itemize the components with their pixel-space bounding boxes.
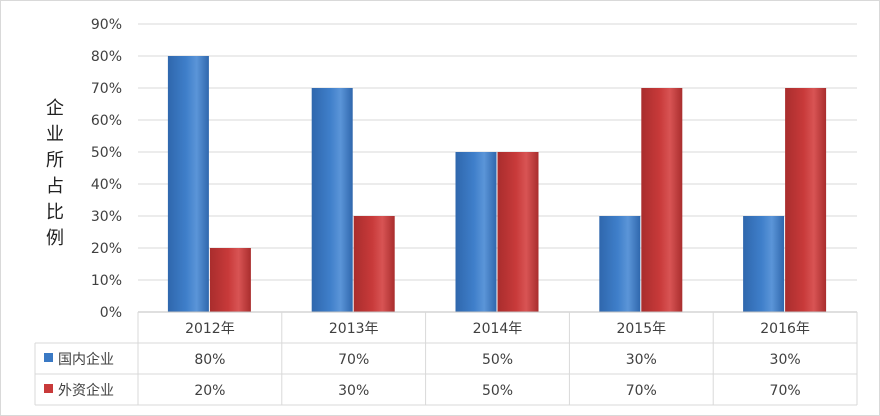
y-tick-label: 70% (91, 81, 122, 97)
y-tick-label: 80% (91, 49, 122, 65)
y-axis-label-char: 企 (46, 98, 64, 119)
x-tick-label: 2016年 (760, 321, 810, 337)
data-table-cell: 20% (194, 383, 225, 399)
y-axis-label-char: 比 (46, 202, 64, 223)
bar-foreign (785, 88, 827, 312)
bar-foreign (641, 88, 683, 312)
data-table-cell: 80% (194, 352, 225, 368)
y-axis-label-char: 所 (46, 150, 64, 171)
legend-key (44, 353, 53, 362)
data-table-cell: 30% (770, 352, 801, 368)
y-tick-label: 60% (91, 113, 122, 129)
bar-domestic (599, 216, 641, 312)
bar-foreign (209, 248, 251, 312)
x-tick-label: 2013年 (329, 321, 379, 337)
bar-domestic (167, 56, 209, 312)
y-tick-label: 90% (91, 17, 122, 33)
data-table-cell: 30% (626, 352, 657, 368)
y-tick-label: 20% (91, 241, 122, 257)
data-table-cell: 70% (770, 383, 801, 399)
bar-domestic (743, 216, 785, 312)
y-axis-label-char: 占 (46, 176, 64, 197)
data-table-cell: 50% (482, 352, 513, 368)
data-table-cell: 70% (626, 383, 657, 399)
bar-domestic (311, 88, 353, 312)
legend-label: 外资企业 (58, 382, 114, 399)
y-tick-label: 50% (91, 145, 122, 161)
data-table-cell: 30% (338, 383, 369, 399)
bar-domestic (455, 152, 497, 312)
data-table-cell: 70% (338, 352, 369, 368)
legend-key (44, 384, 53, 393)
x-tick-label: 2015年 (616, 321, 666, 337)
y-axis-label-char: 业 (46, 124, 64, 145)
bar-foreign (497, 152, 539, 312)
y-axis-label: 企业所占比例 (44, 96, 66, 252)
bar-foreign (353, 216, 395, 312)
y-axis-label-char: 例 (46, 228, 64, 249)
y-tick-label: 0% (100, 305, 122, 321)
x-tick-label: 2012年 (185, 321, 235, 337)
y-tick-label: 10% (91, 273, 122, 289)
y-tick-label: 40% (91, 177, 122, 193)
legend-label: 国内企业 (58, 351, 114, 368)
x-tick-label: 2014年 (473, 321, 523, 337)
data-table-cell: 50% (482, 383, 513, 399)
y-tick-label: 30% (91, 209, 122, 225)
